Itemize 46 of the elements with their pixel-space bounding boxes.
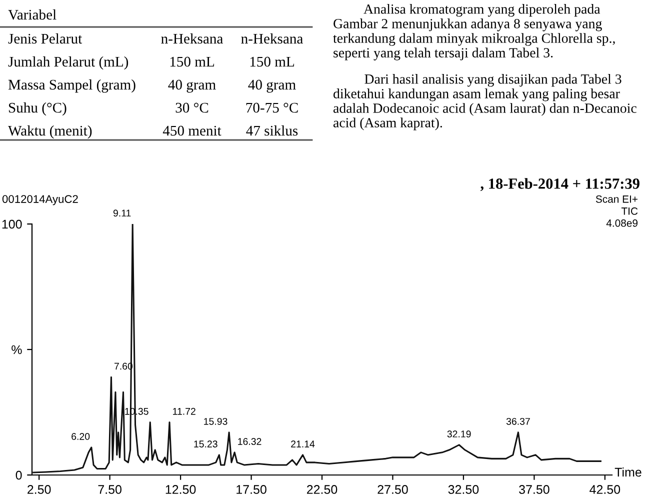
- text: Scan EI+: [596, 195, 638, 203]
- annotation: 11.72: [173, 408, 196, 415]
- x-tick-label: 32.50: [448, 485, 479, 494]
- text: 150 mL: [170, 56, 214, 67]
- y-tick-label: %: [12, 345, 22, 354]
- x-axis-title: Time: [614, 467, 642, 477]
- annotation: 15.93: [204, 418, 228, 425]
- x-tick-label: 7.50: [98, 485, 122, 494]
- text: , 18-Feb-2014 + 11:57:39: [480, 178, 640, 192]
- y-tick-label: 100: [2, 220, 22, 229]
- x-tick-label: 2.50: [28, 485, 51, 494]
- annotation: 9.11: [113, 210, 131, 217]
- text: 70-75 °C: [246, 102, 298, 113]
- x-tick-label: 22.50: [306, 485, 338, 494]
- text: n-Heksana: [161, 33, 223, 44]
- x-tick-label: 42.50: [590, 485, 620, 494]
- x-tick-label: 37.50: [519, 485, 550, 494]
- text: Jenis Pelarut: [8, 33, 82, 44]
- annotation: 6.20: [72, 433, 90, 440]
- text: Massa Sampel (gram): [8, 79, 136, 93]
- text: 47 siklus: [246, 125, 298, 136]
- text: 150 mL: [250, 56, 294, 67]
- annotation: 15.23: [194, 440, 218, 448]
- text: 30 °C: [176, 102, 208, 113]
- text: Waktu (menit): [8, 125, 92, 139]
- text: Suhu (°C): [8, 102, 66, 116]
- text: 40 gram: [248, 80, 296, 93]
- text: 450 menit: [162, 126, 222, 136]
- text: 0012014AyuC2: [2, 195, 78, 206]
- x-tick-label: 27.50: [378, 485, 408, 494]
- x-tick-label: 12.50: [166, 485, 196, 494]
- text: n-Heksana: [241, 33, 303, 44]
- text: Jumlah Pelarut (mL): [8, 56, 128, 70]
- text: TIC: [621, 207, 638, 215]
- text: 40 gram: [168, 80, 216, 93]
- text: Variabel: [8, 9, 56, 20]
- annotation: 32.19: [447, 430, 471, 438]
- y-tick-label: 0: [16, 470, 22, 480]
- annotation: 36.37: [506, 418, 530, 425]
- annotation: 21.14: [291, 440, 315, 448]
- annotation: 16.32: [238, 438, 262, 445]
- line-series: [32, 224, 602, 474]
- text: Analisa kromatogram yang diperoleh pada Gambar 2 menunjukkan adanya 8 senyawa yang terkandung dalam minyak mikroalga Chlorella sp., seperti yang telah tersaji dalam Tabel 3.: [333, 4, 615, 60]
- x-tick-label: 17.50: [236, 485, 266, 494]
- annotation: 4.08e9: [606, 219, 638, 227]
- text: Dari hasil analisis yang disajikan pada Tabel 3 diketahui kandungan asam lemak yang paling besar adalah Dodecanoic acid (Asam laurat) dan n-Decanoic acid (Asam kaprat).: [333, 74, 636, 130]
